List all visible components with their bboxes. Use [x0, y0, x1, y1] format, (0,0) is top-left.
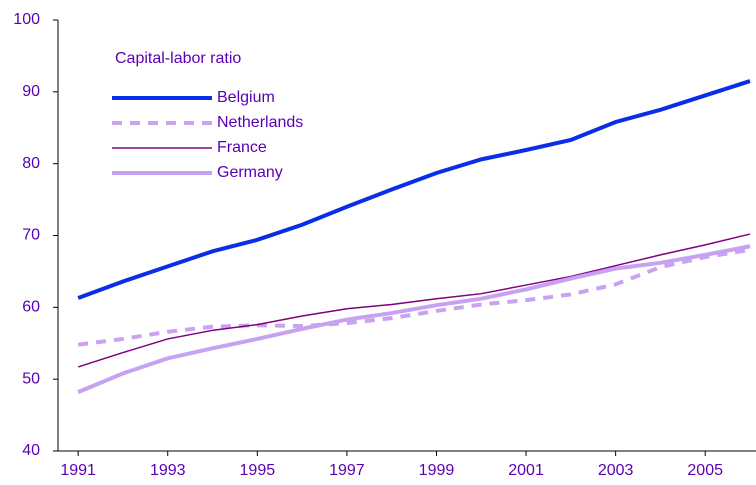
y-tick-label: 60 [22, 299, 40, 316]
y-tick-label: 40 [22, 442, 40, 459]
x-tick-label: 2005 [687, 462, 723, 479]
legend-label: Netherlands [217, 114, 303, 131]
series-line [77, 244, 751, 394]
legend-label: France [217, 139, 267, 156]
x-tick-label: 1993 [150, 462, 186, 479]
y-tick-label: 70 [22, 227, 40, 244]
x-tick-label: 2001 [508, 462, 544, 479]
series-line [77, 233, 751, 368]
legend-title: Capital-labor ratio [115, 50, 241, 67]
y-tick-label: 100 [13, 11, 40, 28]
x-tick-label: 2003 [598, 462, 634, 479]
x-tick-label: 1997 [329, 462, 365, 479]
x-tick-label: 1995 [240, 462, 276, 479]
y-tick-label: 50 [22, 370, 40, 387]
plot [77, 79, 751, 394]
legend-label: Germany [217, 164, 283, 181]
x-tick-label: 1991 [60, 462, 96, 479]
x-tick-label: 1999 [419, 462, 455, 479]
series-line [77, 79, 751, 300]
legend-label: Belgium [217, 89, 275, 106]
y-tick-label: 90 [22, 83, 40, 100]
series-line [77, 247, 751, 347]
y-tick-label: 80 [22, 155, 40, 172]
